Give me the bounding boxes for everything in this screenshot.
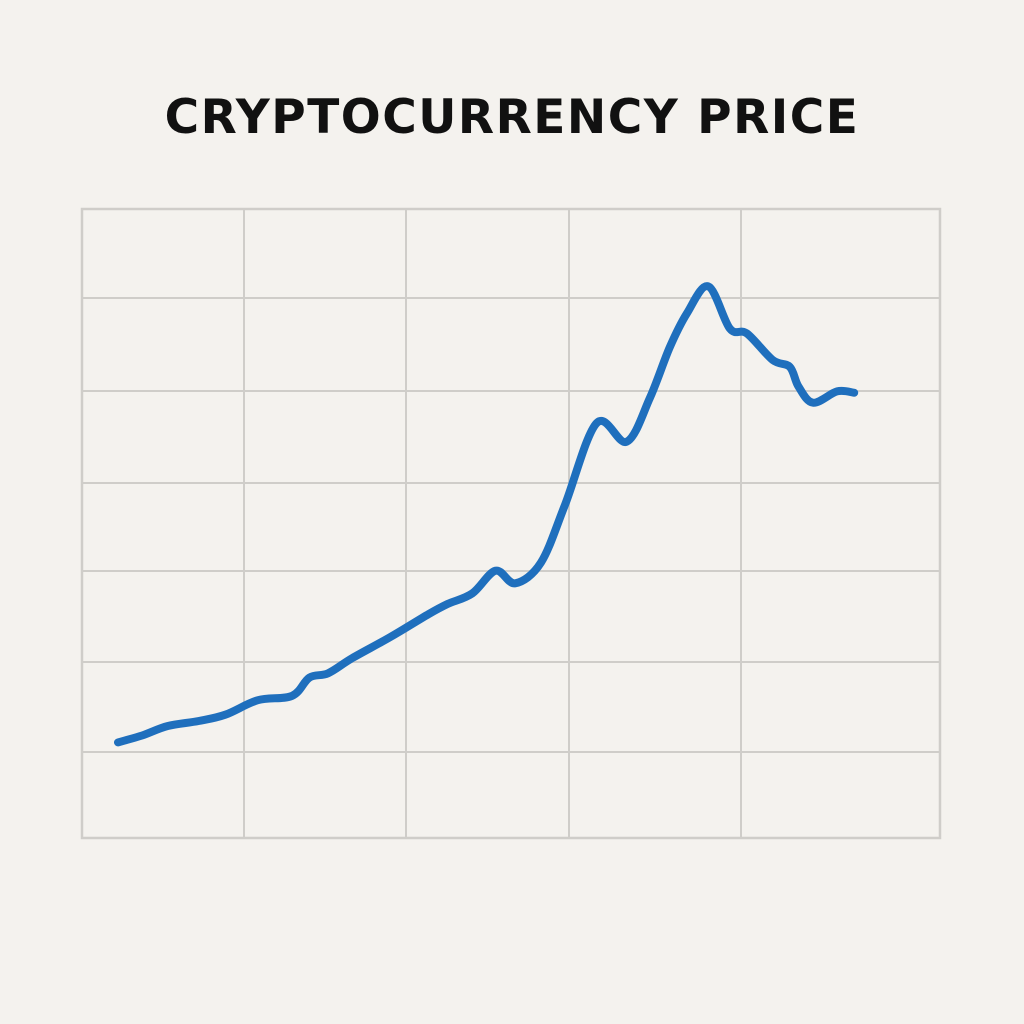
series-line-price: [114, 282, 859, 747]
plot-area-border: [80, 207, 942, 840]
chart-series: [114, 282, 859, 747]
chart-title: CRYPTOCURRENCY PRICE: [164, 90, 860, 145]
chart-grid: [80, 207, 942, 840]
